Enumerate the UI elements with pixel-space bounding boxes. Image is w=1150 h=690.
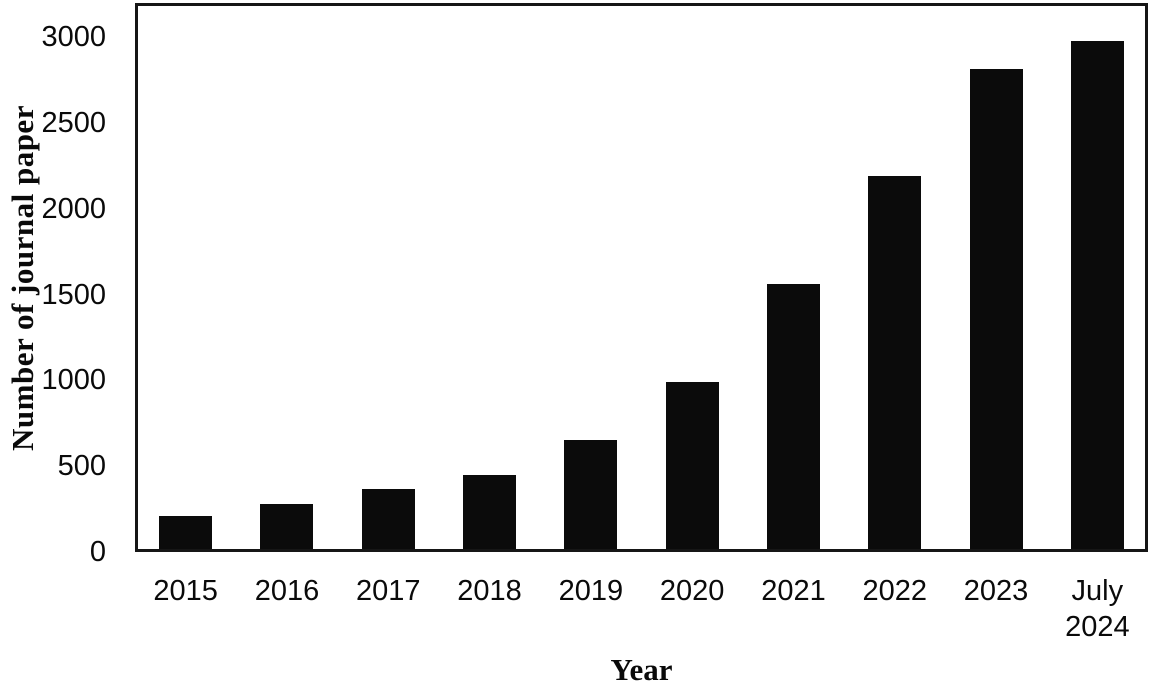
y-axis-tick-labels: 0 500 1000 1500 2000 2500 3000 (0, 0, 106, 690)
y-tick-label: 1500 (41, 278, 106, 311)
bar-2023 (969, 69, 1023, 552)
bar-2017 (361, 489, 415, 552)
y-tick-label: 3000 (41, 21, 106, 54)
x-tick-label: 2022 (862, 575, 927, 607)
bar-2022 (868, 176, 922, 552)
x-tick-label: 2021 (761, 575, 826, 607)
y-tick-label: 2000 (41, 192, 106, 225)
x-tick-label: 2019 (558, 575, 624, 607)
bar-2020 (665, 382, 719, 552)
x-tick-label: 2020 (659, 575, 725, 607)
x-tick-label: 2023 (963, 575, 1029, 607)
x-tick-label: 2015 (153, 575, 218, 607)
x-axis-tick-labels: 2015 2016 2017 2018 2019 2020 2021 2022 2023 July… (135, 573, 1148, 653)
bar-2016 (260, 503, 314, 552)
y-tick-label: 500 (57, 450, 106, 483)
x-tick-label: 2017 (355, 575, 421, 607)
bar-2019 (564, 440, 618, 552)
x-axis-title: Year (610, 652, 673, 687)
y-tick-label: 0 (89, 536, 106, 568)
bar-2015 (159, 515, 213, 552)
bar-2021 (766, 284, 820, 552)
x-tick-label: 2018 (457, 575, 522, 607)
bar-2018 (463, 474, 517, 552)
y-tick-label: 2500 (41, 107, 106, 140)
plot-area (135, 3, 1148, 552)
bar-july-2024 (1070, 40, 1124, 552)
x-tick-label: July 2024 (1065, 575, 1130, 643)
x-tick-label: 2016 (254, 575, 320, 607)
y-tick-label: 1000 (41, 364, 106, 397)
